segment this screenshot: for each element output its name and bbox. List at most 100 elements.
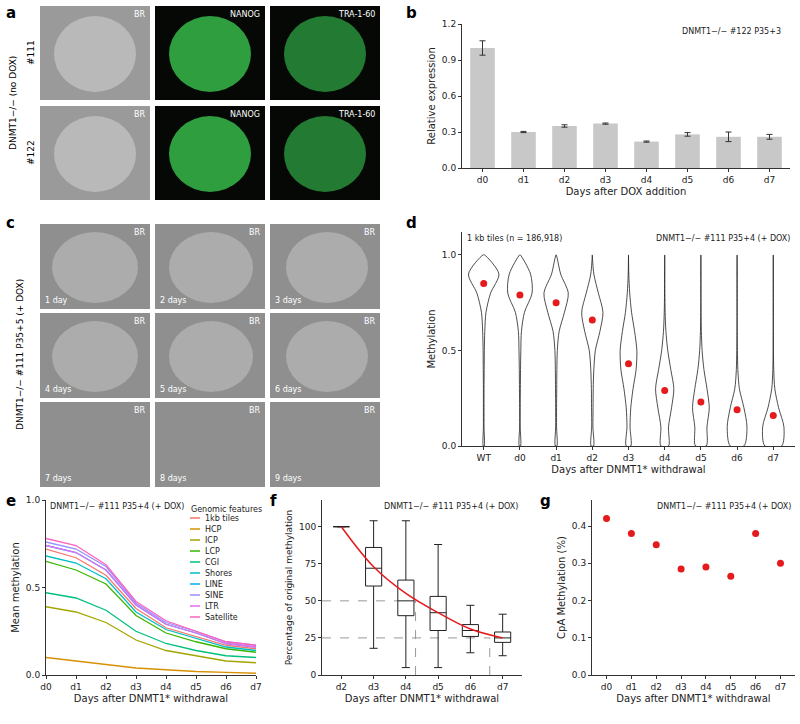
svg-text:d6: d6 bbox=[465, 682, 477, 692]
svg-text:SINE: SINE bbox=[205, 591, 223, 600]
svg-text:d5: d5 bbox=[695, 453, 706, 463]
svg-text:d4: d4 bbox=[659, 453, 671, 463]
svg-text:BR: BR bbox=[134, 406, 145, 415]
svg-text:0.9: 0.9 bbox=[442, 55, 457, 65]
svg-text:d3: d3 bbox=[675, 682, 686, 692]
svg-text:d3: d3 bbox=[623, 453, 634, 463]
svg-text:e: e bbox=[6, 492, 16, 510]
svg-text:BR: BR bbox=[364, 228, 375, 237]
svg-text:7 days: 7 days bbox=[45, 474, 72, 483]
svg-text:BR: BR bbox=[134, 10, 145, 19]
svg-text:1kb tiles: 1kb tiles bbox=[205, 514, 239, 523]
svg-text:0.5: 0.5 bbox=[26, 583, 40, 593]
svg-text:0.4: 0.4 bbox=[572, 521, 587, 531]
svg-text:d4: d4 bbox=[700, 682, 712, 692]
svg-text:0.3: 0.3 bbox=[572, 558, 586, 568]
svg-text:ICP: ICP bbox=[205, 536, 218, 545]
svg-text:6 days: 6 days bbox=[275, 385, 302, 394]
svg-text:BR: BR bbox=[249, 228, 260, 237]
svg-text:Mean methylation: Mean methylation bbox=[10, 542, 21, 633]
svg-text:Methylation: Methylation bbox=[426, 309, 437, 368]
svg-text:d6: d6 bbox=[220, 682, 232, 692]
svg-text:8 days: 8 days bbox=[160, 474, 187, 483]
svg-text:DNMT1−/− #111 P35+4 (+ DOX): DNMT1−/− #111 P35+4 (+ DOX) bbox=[384, 502, 518, 511]
svg-text:d1: d1 bbox=[518, 175, 529, 185]
svg-text:d2: d2 bbox=[100, 682, 111, 692]
svg-text:f: f bbox=[270, 492, 277, 510]
svg-text:d0: d0 bbox=[477, 175, 489, 185]
svg-text:d1: d1 bbox=[70, 682, 81, 692]
svg-text:3 days: 3 days bbox=[275, 296, 302, 305]
svg-text:d7: d7 bbox=[775, 682, 786, 692]
svg-text:CpA Methylation (%): CpA Methylation (%) bbox=[556, 536, 567, 639]
svg-text:CGI: CGI bbox=[205, 558, 219, 567]
svg-text:75: 75 bbox=[305, 559, 316, 569]
svg-text:d6: d6 bbox=[731, 453, 743, 463]
svg-text:100: 100 bbox=[299, 522, 316, 532]
svg-text:4 days: 4 days bbox=[45, 385, 72, 394]
svg-text:0.0: 0.0 bbox=[572, 670, 587, 680]
svg-text:g: g bbox=[540, 492, 551, 510]
svg-text:DNMT1−/− #122 P35+3: DNMT1−/− #122 P35+3 bbox=[682, 27, 781, 36]
svg-text:BR: BR bbox=[364, 317, 375, 326]
svg-text:0.6: 0.6 bbox=[442, 91, 457, 101]
svg-text:BR: BR bbox=[249, 317, 260, 326]
svg-text:#111: #111 bbox=[26, 40, 36, 65]
svg-text:BR: BR bbox=[364, 406, 375, 415]
svg-text:WT: WT bbox=[477, 453, 492, 463]
svg-text:d4: d4 bbox=[160, 682, 172, 692]
svg-text:LINE: LINE bbox=[205, 580, 223, 589]
svg-text:d4: d4 bbox=[400, 682, 412, 692]
svg-text:d3: d3 bbox=[368, 682, 379, 692]
svg-text:d2: d2 bbox=[587, 453, 598, 463]
svg-text:Days after DOX addition: Days after DOX addition bbox=[566, 186, 687, 197]
svg-text:0.0: 0.0 bbox=[442, 441, 457, 451]
svg-text:#122: #122 bbox=[26, 140, 36, 165]
svg-text:b: b bbox=[406, 4, 417, 22]
svg-text:5 days: 5 days bbox=[160, 385, 187, 394]
svg-text:d0: d0 bbox=[601, 682, 613, 692]
svg-text:BR: BR bbox=[249, 406, 260, 415]
svg-text:Days after DNMT1* withdrawal: Days after DNMT1* withdrawal bbox=[551, 464, 705, 475]
svg-text:1.0: 1.0 bbox=[26, 495, 41, 505]
svg-text:d: d bbox=[406, 214, 417, 232]
svg-text:d7: d7 bbox=[250, 682, 261, 692]
svg-text:d5: d5 bbox=[682, 175, 693, 185]
svg-text:NANOG: NANOG bbox=[230, 110, 260, 119]
svg-text:Relative expression: Relative expression bbox=[426, 47, 437, 144]
svg-text:c: c bbox=[6, 214, 15, 232]
svg-text:NANOG: NANOG bbox=[230, 10, 260, 19]
svg-text:d5: d5 bbox=[725, 682, 736, 692]
svg-text:Percentage of original methyla: Percentage of original methylation bbox=[284, 510, 294, 666]
svg-text:d6: d6 bbox=[750, 682, 762, 692]
svg-text:d1: d1 bbox=[550, 453, 561, 463]
svg-text:d2: d2 bbox=[651, 682, 662, 692]
svg-text:1.2: 1.2 bbox=[442, 19, 456, 29]
svg-text:d4: d4 bbox=[641, 175, 653, 185]
svg-text:d2: d2 bbox=[336, 682, 347, 692]
svg-text:TRA-1-60: TRA-1-60 bbox=[338, 10, 375, 19]
svg-text:DNMT1−/− #111 P35+4 (+ DOX): DNMT1−/− #111 P35+4 (+ DOX) bbox=[656, 234, 790, 243]
svg-text:d7: d7 bbox=[497, 682, 508, 692]
svg-text:d5: d5 bbox=[190, 682, 201, 692]
svg-text:0.5: 0.5 bbox=[442, 346, 456, 356]
svg-text:DNMT1−/− #111 P35+4 (+ DOX): DNMT1−/− #111 P35+4 (+ DOX) bbox=[50, 502, 184, 511]
svg-text:9 days: 9 days bbox=[275, 474, 302, 483]
svg-text:LCP: LCP bbox=[205, 547, 220, 556]
svg-text:LTR: LTR bbox=[205, 602, 219, 611]
svg-text:BR: BR bbox=[134, 110, 145, 119]
svg-text:d0: d0 bbox=[40, 682, 52, 692]
svg-text:Satellite: Satellite bbox=[205, 613, 238, 622]
svg-text:HCP: HCP bbox=[205, 525, 222, 534]
svg-text:d7: d7 bbox=[764, 175, 775, 185]
svg-text:1 day: 1 day bbox=[45, 296, 68, 305]
svg-text:d0: d0 bbox=[514, 453, 526, 463]
svg-text:d3: d3 bbox=[600, 175, 611, 185]
svg-text:Genomic features: Genomic features bbox=[191, 505, 262, 514]
svg-text:DNMT1−/− (no DOX): DNMT1−/− (no DOX) bbox=[8, 56, 18, 150]
svg-text:TRA-1-60: TRA-1-60 bbox=[338, 110, 375, 119]
svg-text:1.0: 1.0 bbox=[442, 250, 457, 260]
svg-text:0: 0 bbox=[310, 670, 316, 680]
svg-text:d1: d1 bbox=[626, 682, 637, 692]
svg-text:Days after DNMT1* withdrawal: Days after DNMT1* withdrawal bbox=[345, 693, 499, 704]
